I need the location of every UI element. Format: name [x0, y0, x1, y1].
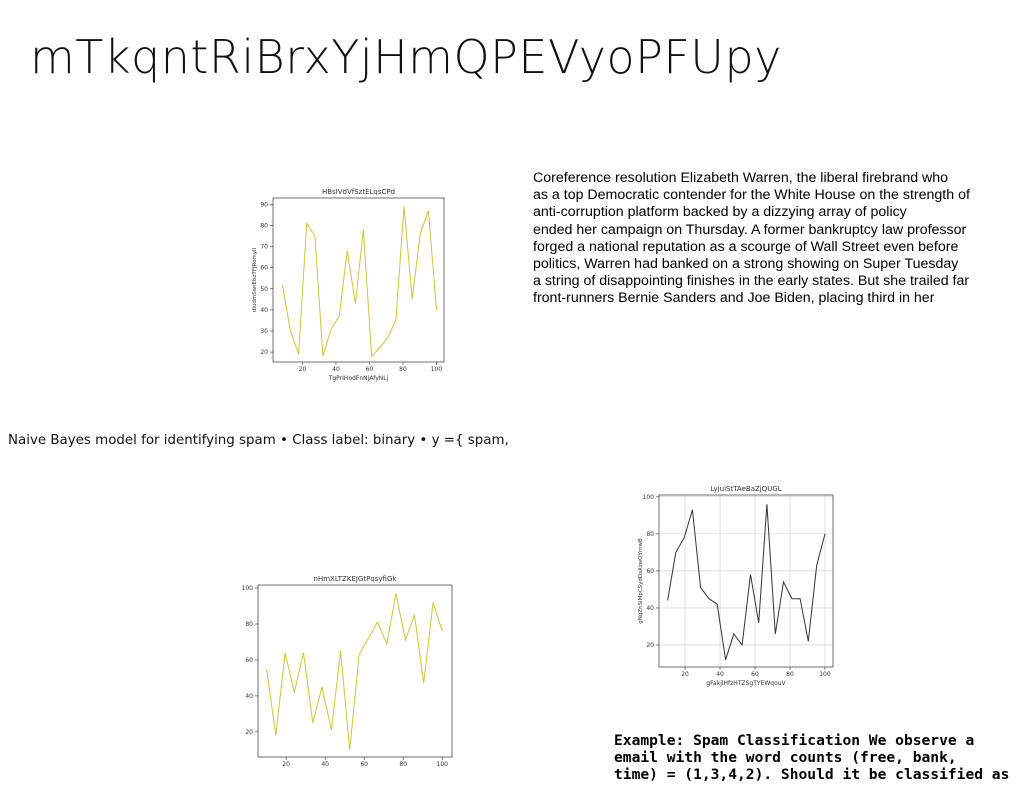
y-tick-label: 90	[260, 201, 268, 208]
y-tick-label: 40	[260, 307, 268, 314]
chart-title: HBsIVdVfSztELqsCPd	[322, 188, 395, 196]
paragraph-line: as a top Democratic contender for the Wh…	[533, 187, 970, 204]
y-tick-label: 80	[245, 621, 253, 628]
y-tick-label: 80	[646, 531, 654, 538]
x-tick-label: 60	[366, 366, 374, 373]
x-tick-label: 60	[751, 671, 759, 678]
x-tick-label: 80	[399, 761, 407, 768]
x-tick-label: 40	[332, 366, 340, 373]
x-tick-label: 40	[716, 671, 724, 678]
data-line	[266, 593, 443, 750]
slide-title: mTkqntRiBrxYjHmQPEVyoPFUpy	[30, 30, 782, 84]
paragraph-line: a string of disappointing finishes in th…	[533, 273, 970, 290]
example-line: time) = (1,3,4,2). Should it be classifi…	[614, 766, 1010, 783]
y-tick-label: 60	[260, 265, 268, 272]
paragraph-line: ended her campaign on Thursday. A former…	[533, 221, 967, 238]
x-tick-label: 100	[431, 366, 443, 373]
example-line: email with the word counts (free, bank,	[614, 749, 957, 766]
chart: 20 40 60 80 100 20 40 60 80 100 LyjuiStTAeBaZjQUGL…	[638, 485, 834, 687]
y-tick-label: 20	[646, 642, 654, 649]
y-tick-label: 60	[646, 568, 654, 575]
y-axis-label: dIudmSwrEbzTFJRomyIl	[252, 247, 258, 312]
y-tick-label: 20	[260, 349, 268, 356]
naive-bayes-text: Naive Bayes model for identifying spam •…	[8, 433, 509, 448]
chart: 20 40 60 80 100 20 30 40 50 60 70 80 90 HBsIVdVfSztEL…	[252, 188, 445, 382]
chart: 20 40 60 80 100 20 40 60 80 100 nHmXLTZKEJGtPqsyfi…	[242, 575, 453, 768]
chart-title: LyjuiStTAeBaZjQUGL	[710, 485, 782, 493]
x-tick-label: 80	[786, 671, 794, 678]
x-tick-label: 60	[360, 761, 368, 768]
paragraph: Coreference resolution Elizabeth Warren,…	[533, 170, 970, 308]
x-axis-label: gFakjlHfzHTZSgTYEWqouV	[706, 680, 786, 687]
paragraph-line: politics, Warren had banked on a strong …	[533, 255, 959, 272]
x-axis-label: TgPrIHodFnNjAfyNLj	[328, 375, 389, 382]
y-axis-label: gNqZnSiMpCSydDsXzwQYrnwB	[638, 538, 644, 624]
example-line: Example: Spam Classification We observe …	[614, 732, 975, 749]
data-line	[667, 504, 826, 660]
y-tick-label: 60	[245, 657, 253, 664]
paragraph-line: forged a national reputation as a scourg…	[533, 238, 959, 255]
x-tick-label: 40	[321, 761, 329, 768]
plot-frame	[272, 197, 445, 363]
y-tick-label: 40	[245, 693, 253, 700]
plot-frame	[257, 584, 453, 758]
x-tick-label: 20	[681, 671, 689, 678]
y-tick-label: 80	[260, 222, 268, 229]
x-tick-label: 100	[437, 761, 449, 768]
chart-title: nHmXLTZKEJGtPqsyfiGk	[314, 575, 398, 583]
y-tick-label: 50	[260, 286, 268, 293]
x-tick-label: 20	[299, 366, 307, 373]
x-tick-label: 80	[399, 366, 407, 373]
plot-frame	[658, 494, 834, 668]
y-tick-label: 100	[643, 494, 655, 501]
y-tick-label: 30	[260, 328, 268, 335]
example-text: Example: Spam Classification We observe …	[614, 732, 1009, 783]
data-line	[281, 206, 437, 358]
y-tick-label: 20	[245, 729, 253, 736]
paragraph-line: front-runners Bernie Sanders and Joe Bid…	[533, 290, 935, 307]
x-tick-label: 20	[282, 761, 290, 768]
x-tick-label: 100	[819, 671, 831, 678]
y-tick-label: 40	[646, 605, 654, 612]
y-tick-label: 70	[260, 244, 268, 251]
paragraph-line: Coreference resolution Elizabeth Warren,…	[533, 170, 949, 186]
paragraph-line: anti-corruption platform backed by a diz…	[533, 204, 907, 221]
y-tick-label: 100	[242, 585, 254, 592]
